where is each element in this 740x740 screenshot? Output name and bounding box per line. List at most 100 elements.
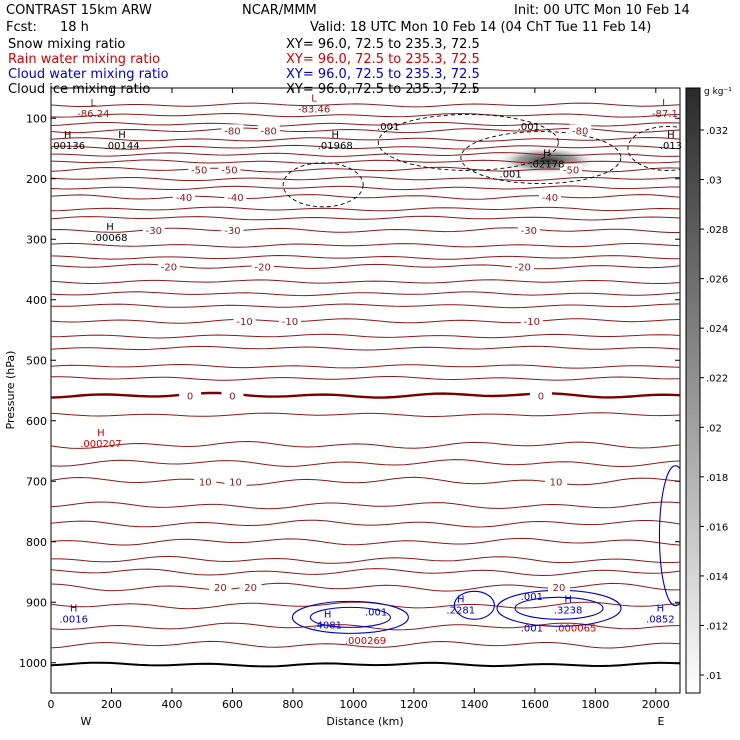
contour-value-label: .001 — [500, 169, 522, 180]
extremum-value: .00068 — [92, 233, 127, 244]
x-tick-label: 2000 — [642, 698, 670, 711]
temperature-contour — [51, 152, 680, 157]
temperature-contour — [51, 102, 680, 108]
extremum-marker: H — [657, 603, 665, 614]
extremum-marker: L — [662, 98, 668, 109]
contour-label-bg — [278, 314, 301, 326]
temperature-contour — [51, 412, 680, 418]
x-axis-title: Distance (km) — [326, 715, 403, 728]
contour-label: -50 — [191, 166, 207, 177]
temperature-contour — [51, 519, 680, 528]
colorbar-tick-label: .032 — [706, 126, 728, 137]
west-label: W — [81, 715, 92, 728]
contour-label-bg — [221, 224, 244, 236]
contour-label: -40 — [227, 193, 243, 204]
contour-label-bg — [157, 260, 180, 272]
temperature-contour — [51, 333, 680, 339]
init-time: Init: 00 UTC Mon 10 Feb 14 — [514, 3, 690, 18]
temperature-contour — [51, 206, 680, 212]
ice-contour — [377, 113, 559, 171]
y-tick-label: 200 — [26, 173, 47, 186]
temperature-contour — [51, 112, 680, 118]
contour-label-bg — [520, 314, 543, 326]
cloud-water-contour — [453, 590, 495, 620]
contour-label-bg — [224, 190, 247, 202]
temperature-contour — [51, 318, 680, 324]
field-snow-xy: XY= 96.0, 72.5 to 235.3, 72.5 — [286, 37, 480, 52]
y-tick-label: 300 — [26, 233, 47, 246]
colorbar-tick-label: .03 — [706, 176, 722, 187]
y-tick-label: 800 — [26, 536, 47, 549]
cloud-water-contour — [309, 606, 391, 628]
extremum-marker: L — [91, 98, 97, 109]
temperature-contour — [51, 136, 680, 142]
fcst-label: Fcst: — [6, 20, 37, 35]
plot-frame — [50, 87, 681, 694]
contour-label-bg — [545, 475, 568, 487]
y-tick-label: 700 — [26, 475, 47, 488]
contour-label: 10 — [199, 477, 212, 488]
colorbar-tick-label: .016 — [706, 522, 728, 533]
extremum-value: .2281 — [446, 605, 475, 616]
contour-label-bg — [224, 475, 247, 487]
contour-label: -20 — [161, 262, 177, 273]
contour-label: -20 — [255, 262, 271, 273]
field-ice-xy: XY= 96.0, 72.5 to 235.3, 72.5 — [286, 82, 480, 97]
temperature-contour — [51, 376, 680, 381]
freezing-contour — [51, 391, 680, 399]
extremum-marker: H — [331, 130, 339, 141]
contour-label: 10 — [229, 477, 242, 488]
ice-contour — [627, 126, 680, 171]
colorbar-tick-label: .024 — [706, 324, 728, 335]
extremum-value: .00136 — [50, 141, 85, 152]
extremum-marker: H — [564, 594, 572, 605]
fcst-value: 18 h — [60, 20, 89, 35]
cloud-water-contour — [514, 596, 604, 620]
contour-label-bg — [173, 190, 196, 202]
contour-label: -30 — [146, 226, 162, 237]
field-ice-name: Cloud ice mixing ratio — [8, 82, 150, 97]
contour-labels: -80 -80 -80 -50 -50 -50 -40 -40 -40 -30 -30 -30 -20 -… — [50, 93, 682, 646]
contour-label-bg — [569, 124, 592, 136]
temperature-contour — [51, 159, 680, 165]
temperature-contour — [51, 363, 680, 369]
temperature-contour — [51, 194, 680, 200]
model-title: CONTRAST 15km ARW — [6, 3, 152, 18]
extremum-value: -87.1 — [652, 109, 678, 120]
colorbar-tick-label: .018 — [706, 473, 728, 484]
extremum-value: .013 — [660, 141, 682, 152]
temperature-contour — [51, 476, 680, 486]
contour-label: -50 — [221, 166, 237, 177]
contour-label-bg — [188, 163, 211, 175]
contour-label-bg — [251, 260, 274, 272]
x-tick-label: 0 — [48, 698, 55, 711]
y-tick-label: 400 — [26, 294, 47, 307]
extremum-value: .0852 — [646, 614, 675, 625]
contour-label-bg — [179, 389, 202, 401]
x-tick-label: 1800 — [581, 698, 609, 711]
temperature-contour — [51, 279, 680, 285]
extremum-marker: H — [97, 428, 105, 439]
contour-label: -30 — [224, 226, 240, 237]
colorbar-tick-label: .028 — [706, 225, 728, 236]
extremum-value: .3238 — [554, 605, 583, 616]
ice-contour — [282, 162, 364, 208]
extremum-marker: H — [70, 603, 78, 614]
y-tick-label: 900 — [26, 596, 47, 609]
y-tick-label: 100 — [26, 112, 47, 125]
contour-label: -80 — [224, 126, 240, 137]
extremum-marker: H — [457, 594, 465, 605]
field-rain-name: Rain water mixing ratio — [8, 52, 160, 67]
extremum-value: -83.46 — [298, 104, 330, 115]
temperature-contour — [51, 242, 680, 248]
axes: 0 200 400 600 800 1000 1200 1400 1600 1800 2000100… — [19, 88, 680, 711]
temperature-contour — [51, 537, 680, 546]
contour-label-bg — [560, 163, 583, 175]
contour-value-label: .001 — [518, 122, 540, 133]
extremum-value: .01968 — [318, 141, 353, 152]
east-label: E — [658, 715, 665, 728]
contour-label-bg — [218, 163, 241, 175]
temperature-contour — [51, 440, 680, 449]
temperature-contour — [51, 501, 680, 510]
